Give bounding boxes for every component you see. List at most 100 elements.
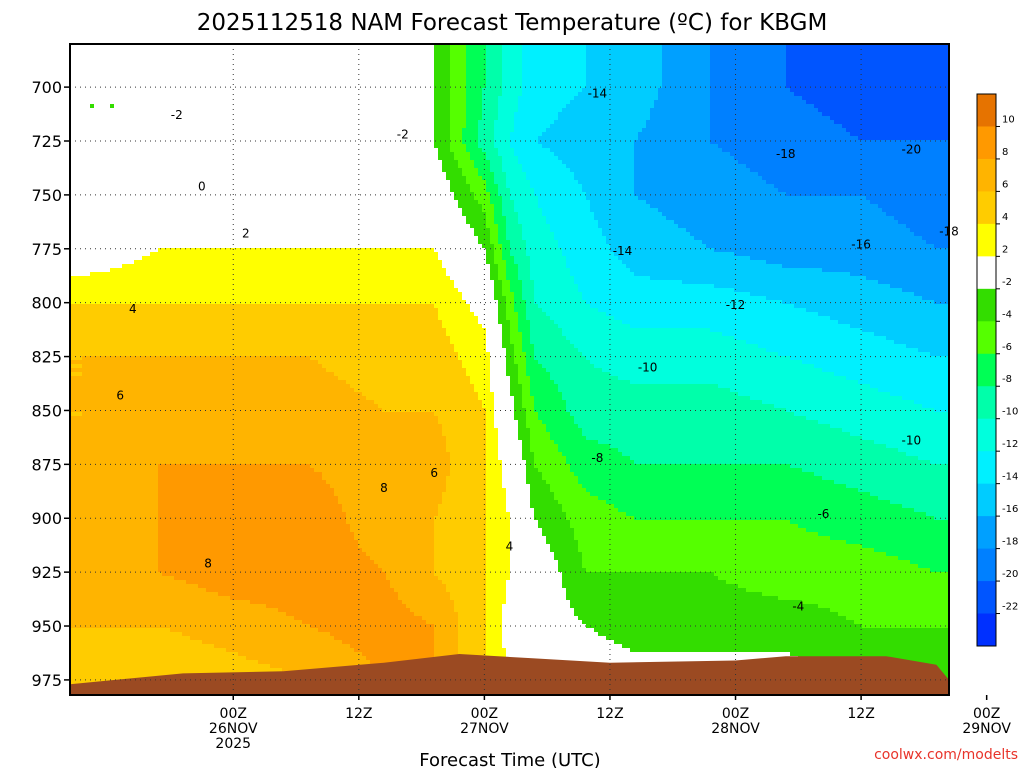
temperature-cell — [86, 204, 91, 209]
temperature-cell — [70, 500, 75, 505]
temperature-cell — [154, 572, 159, 577]
temperature-cell — [182, 588, 187, 593]
temperature-cell — [174, 472, 179, 477]
temperature-cell — [166, 404, 171, 409]
temperature-cell — [162, 276, 167, 281]
temperature-cell — [154, 640, 159, 645]
temperature-cell — [74, 224, 79, 229]
temperature-cell — [94, 272, 99, 277]
temperature-cell — [150, 176, 155, 181]
temperature-cell — [190, 324, 195, 329]
temperature-cell — [82, 600, 87, 605]
temperature-cell — [94, 180, 99, 185]
temperature-cell — [162, 292, 167, 297]
temperature-cell — [142, 112, 147, 117]
temperature-cell — [142, 520, 147, 525]
temperature-cell — [134, 408, 139, 413]
temperature-cell — [90, 296, 95, 301]
temperature-cell — [70, 140, 75, 145]
temperature-cell — [130, 404, 135, 409]
temperature-cell — [162, 492, 167, 497]
temperature-cell — [158, 460, 163, 465]
temperature-cell — [186, 488, 191, 493]
temperature-cell — [106, 448, 111, 453]
temperature-cell — [74, 392, 79, 397]
temperature-cell — [90, 72, 95, 77]
temperature-cell — [170, 64, 175, 69]
temperature-cell — [166, 484, 171, 489]
temperature-cell — [178, 96, 183, 101]
temperature-cell — [122, 212, 127, 217]
temperature-cell — [162, 364, 167, 369]
temperature-cell — [122, 420, 127, 425]
temperature-cell — [70, 496, 75, 501]
temperature-cell — [102, 444, 107, 449]
temperature-cell — [158, 204, 163, 209]
temperature-cell — [170, 236, 175, 241]
temperature-cell — [74, 552, 79, 557]
temperature-cell — [162, 588, 167, 593]
temperature-cell — [150, 432, 155, 437]
temperature-cell — [162, 388, 167, 393]
temperature-cell — [82, 452, 87, 457]
temperature-cell — [154, 248, 159, 253]
temperature-cell — [182, 552, 187, 557]
temperature-cell — [142, 548, 147, 553]
temperature-cell — [182, 388, 187, 393]
temperature-cell — [118, 536, 123, 541]
temperature-cell — [134, 116, 139, 121]
temperature-cell — [158, 272, 163, 277]
temperature-cell — [166, 292, 171, 297]
temperature-cell — [182, 480, 187, 485]
temperature-cell — [114, 408, 119, 413]
temperature-cell — [122, 156, 127, 161]
temperature-cell — [138, 272, 143, 277]
temperature-cell — [70, 612, 75, 617]
temperature-cell — [102, 108, 107, 113]
temperature-cell — [186, 280, 191, 285]
temperature-cell — [178, 428, 183, 433]
temperature-cell — [178, 280, 183, 285]
temperature-cell — [186, 368, 191, 373]
temperature-cell — [130, 304, 135, 309]
temperature-cell — [90, 508, 95, 513]
temperature-cell — [170, 400, 175, 405]
temperature-cell — [158, 512, 163, 517]
temperature-cell — [78, 612, 83, 617]
temperature-cell — [110, 384, 115, 389]
temperature-cell — [154, 72, 159, 77]
temperature-cell — [162, 332, 167, 337]
temperature-cell — [174, 536, 179, 541]
temperature-cell — [130, 228, 135, 233]
temperature-cell — [142, 624, 147, 629]
temperature-cell — [134, 624, 139, 629]
temperature-cell — [146, 240, 151, 245]
temperature-cell — [74, 176, 79, 181]
temperature-cell — [150, 500, 155, 505]
temperature-cell — [126, 288, 131, 293]
temperature-cell — [98, 476, 103, 481]
temperature-cell — [82, 184, 87, 189]
temperature-cell — [174, 208, 179, 213]
temperature-cell — [82, 264, 87, 269]
temperature-cell — [94, 404, 99, 409]
temperature-cell — [126, 336, 131, 341]
temperature-cell — [154, 308, 159, 313]
temperature-cell — [190, 384, 195, 389]
temperature-cell — [90, 672, 95, 677]
temperature-cell — [82, 148, 87, 153]
temperature-cell — [114, 624, 119, 629]
temperature-cell — [190, 64, 195, 69]
temperature-cell — [70, 548, 75, 553]
temperature-cell — [146, 660, 151, 665]
temperature-cell — [110, 460, 115, 465]
temperature-cell — [118, 448, 123, 453]
temperature-cell — [106, 556, 111, 561]
temperature-cell — [122, 204, 127, 209]
temperature-cell — [146, 92, 151, 97]
temperature-cell — [74, 652, 79, 657]
temperature-cell — [110, 68, 115, 73]
temperature-cell — [86, 360, 91, 365]
temperature-cell — [146, 144, 151, 149]
temperature-cell — [170, 256, 175, 261]
